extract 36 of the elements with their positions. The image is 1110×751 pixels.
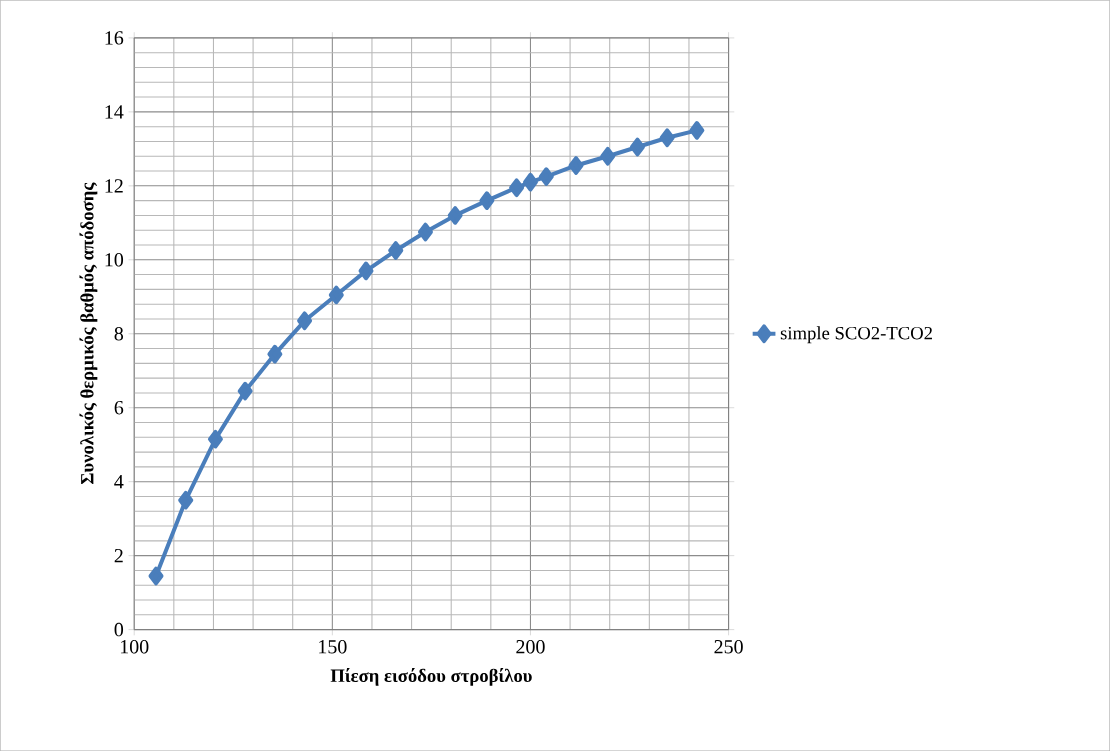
point — [148, 566, 164, 586]
x-tick-label: 150 — [319, 639, 347, 654]
point — [659, 128, 675, 148]
point — [568, 156, 584, 175]
y-tick-label: 16 — [105, 31, 124, 45]
point — [207, 429, 223, 449]
point — [358, 261, 374, 281]
point — [479, 191, 495, 210]
point — [297, 311, 313, 331]
point — [178, 490, 194, 510]
x-tick-label: 200 — [516, 639, 545, 654]
y-tick-label: 2 — [114, 548, 123, 563]
y-tick-label: 12 — [105, 179, 123, 193]
y-tick-label: 14 — [105, 105, 124, 119]
point — [600, 146, 616, 166]
point — [388, 241, 404, 260]
legend-label: simple SCO2-TCO2 — [780, 326, 932, 344]
y-tick-label: 8 — [114, 326, 124, 341]
y-tick-label: 0 — [114, 622, 124, 637]
point — [538, 167, 554, 186]
point — [237, 381, 253, 401]
point — [267, 344, 283, 364]
y-axis-title: Συνολικός θερμικός βαθμός απόδοσης — [79, 182, 98, 485]
point — [522, 172, 538, 192]
point — [417, 222, 433, 242]
point — [689, 120, 705, 140]
point — [447, 206, 463, 225]
point — [509, 178, 525, 197]
point — [328, 285, 344, 305]
x-tick-label: 100 — [120, 639, 149, 654]
x-axis-title: Πίεση εισόδου στροβίλου — [330, 667, 532, 686]
y-tick-label: 6 — [114, 400, 124, 415]
y-tick-label: 10 — [105, 252, 124, 267]
x-tick-label: 250 — [714, 639, 743, 654]
point — [629, 137, 645, 157]
y-tick-label: 4 — [114, 475, 124, 489]
